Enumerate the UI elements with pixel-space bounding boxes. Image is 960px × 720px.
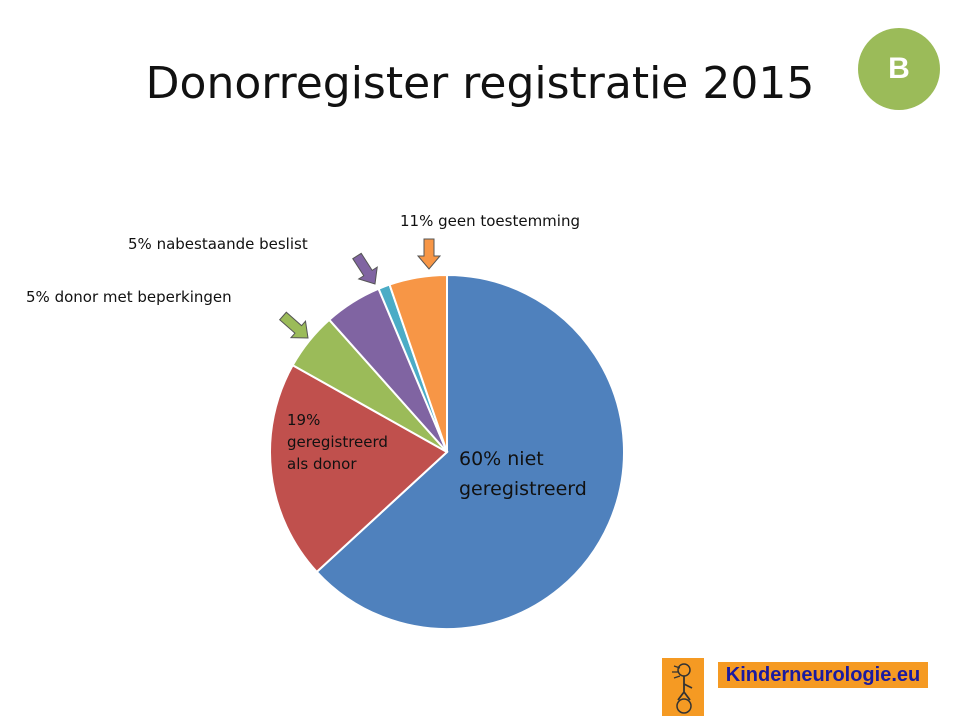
slice-label-2: 5% donor met beperkingen	[26, 288, 232, 306]
slice-label-1: 19% geregistreerd als donor	[287, 411, 388, 473]
callout-arrow-3	[352, 252, 378, 285]
callout-arrow-5	[416, 238, 442, 270]
callout-arrow-2	[278, 311, 309, 339]
slice-label-5: 11% geen toestemming	[400, 212, 580, 230]
slice-label-0: 60% niet geregistreerd	[459, 448, 587, 500]
page-title: Donorregister registratie 2015	[145, 58, 815, 109]
pie-slice-5	[388, 273, 448, 453]
logo-figure-icon	[662, 658, 704, 716]
slice-label-3: 5% nabestaande beslist	[128, 235, 308, 253]
pie-slice-0	[315, 273, 625, 630]
pie-slice-1	[269, 363, 449, 574]
logo-text: Kinderneurologie.eu	[718, 662, 928, 688]
section-badge: B	[858, 28, 940, 110]
